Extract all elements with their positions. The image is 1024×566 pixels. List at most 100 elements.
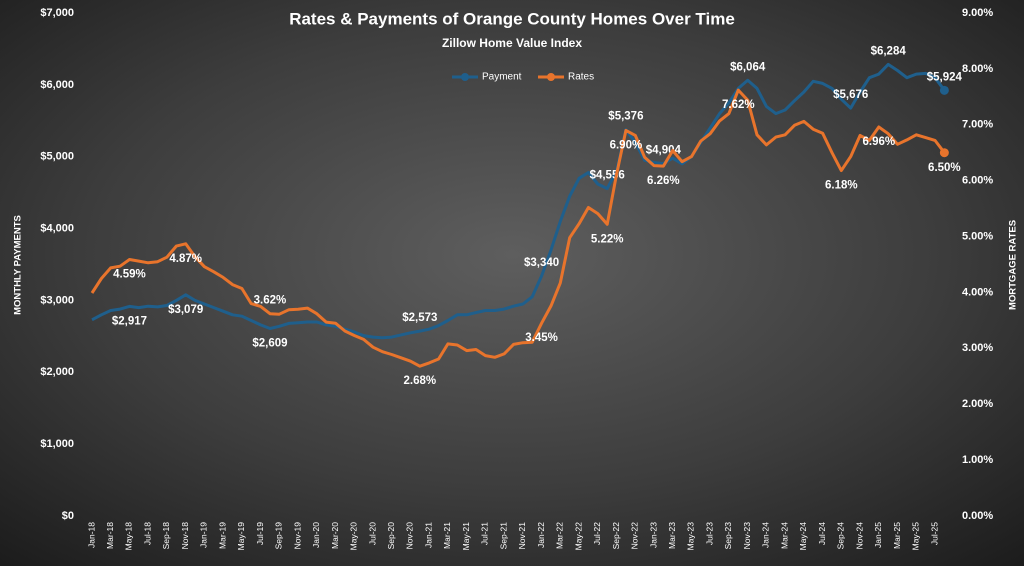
y2-tick-label: 5.00% [962, 230, 993, 242]
y-tick-label: $3,000 [40, 294, 74, 306]
data-label: $5,924 [927, 71, 963, 83]
x-tick-label: Mar-18 [105, 522, 115, 549]
data-label: 6.96% [862, 136, 895, 148]
data-label: $4,556 [590, 170, 625, 182]
y-tick-label: $6,000 [40, 79, 74, 91]
y2-tick-label: 7.00% [962, 119, 993, 131]
x-tick-label: May-18 [124, 522, 134, 551]
legend-marker [461, 73, 469, 81]
y2-tick-label: 3.00% [962, 342, 993, 354]
data-label: 3.45% [525, 332, 558, 344]
data-label: 6.18% [825, 180, 858, 192]
x-tick-label: Jul-25 [929, 522, 939, 545]
x-tick-label: Mar-24 [779, 522, 789, 549]
x-tick-label: May-23 [686, 522, 696, 551]
x-tick-label: Mar-23 [667, 522, 677, 549]
x-tick-label: Nov-23 [742, 522, 752, 550]
x-tick-label: Jul-20 [367, 522, 377, 545]
data-label: $3,079 [168, 304, 203, 316]
data-label: 4.59% [113, 269, 146, 281]
x-tick-label: Nov-22 [630, 522, 640, 550]
data-label: $2,917 [112, 315, 147, 327]
x-tick-label: Jan-20 [311, 522, 321, 548]
x-tick-label: Jan-18 [86, 522, 96, 548]
x-tick-label: Jul-18 [142, 522, 152, 545]
legend-label: Rates [568, 72, 594, 83]
x-tick-label: Jan-19 [199, 522, 209, 548]
x-tick-label: Sep-19 [274, 522, 284, 550]
y2-tick-label: 8.00% [962, 63, 993, 75]
x-tick-label: Mar-22 [555, 522, 565, 549]
x-tick-label: Jan-22 [536, 522, 546, 548]
y2-tick-label: 0.00% [962, 510, 993, 522]
x-tick-label: Jan-23 [648, 522, 658, 548]
x-tick-label: May-20 [349, 522, 359, 551]
data-label: 2.68% [404, 375, 437, 387]
data-label: $5,376 [608, 111, 643, 123]
y2-tick-label: 6.00% [962, 175, 993, 187]
chart-title: Rates & Payments of Orange County Homes … [289, 9, 735, 28]
series-line [91, 62, 946, 340]
x-tick-label: Jul-21 [480, 522, 490, 545]
y-tick-label: $1,000 [40, 438, 74, 450]
data-label: $3,340 [524, 257, 559, 269]
x-tick-label: Nov-24 [854, 522, 864, 550]
x-tick-label: Sep-20 [386, 522, 396, 550]
y2-tick-label: 1.00% [962, 454, 993, 466]
x-tick-label: Mar-19 [217, 522, 227, 549]
x-tick-label: Jan-24 [761, 522, 771, 548]
data-label: 6.26% [647, 175, 680, 187]
x-tick-label: Sep-23 [723, 522, 733, 550]
x-tick-label: Mar-20 [330, 522, 340, 549]
end-marker [939, 85, 949, 95]
data-label: 5.22% [591, 233, 624, 245]
y-axis-title: MONTHLY PAYMENTS [13, 215, 24, 315]
x-tick-label: Jul-23 [704, 522, 714, 545]
y-tick-label: $2,000 [40, 366, 74, 378]
y-tick-label: $7,000 [40, 7, 74, 19]
legend-label: Payment [482, 72, 522, 83]
x-tick-label: Nov-19 [292, 522, 302, 550]
data-label: 3.62% [254, 295, 287, 307]
chart-subtitle: Zillow Home Value Index [442, 36, 582, 50]
x-tick-label: May-19 [236, 522, 246, 551]
x-tick-label: May-25 [911, 522, 921, 551]
legend-marker [547, 73, 555, 81]
data-label: $6,064 [730, 61, 766, 73]
x-tick-label: Mar-21 [442, 522, 452, 549]
x-tick-label: Sep-22 [611, 522, 621, 550]
y2-tick-label: 4.00% [962, 286, 993, 298]
y-tick-label: $5,000 [40, 151, 74, 163]
x-tick-label: Nov-20 [405, 522, 415, 550]
x-tick-label: May-22 [573, 522, 583, 551]
data-label: $2,573 [402, 312, 437, 324]
y-tick-label: $0 [62, 510, 74, 522]
data-label: 6.50% [928, 162, 961, 174]
x-tick-label: May-24 [798, 522, 808, 551]
x-tick-label: Sep-18 [161, 522, 171, 550]
data-label: 7.62% [722, 99, 755, 111]
x-tick-label: Sep-21 [498, 522, 508, 550]
x-tick-label: Jul-22 [592, 522, 602, 545]
x-tick-label: Mar-25 [892, 522, 902, 549]
end-marker [939, 148, 949, 158]
data-label: $5,676 [833, 89, 868, 101]
x-tick-label: Jul-24 [817, 522, 827, 545]
data-label: $4,904 [646, 145, 682, 157]
data-label: $6,284 [871, 45, 907, 57]
x-tick-label: May-21 [461, 522, 471, 551]
y2-tick-label: 9.00% [962, 7, 993, 19]
data-label: 6.90% [610, 139, 643, 151]
y2-tick-label: 2.00% [962, 398, 993, 410]
data-label: $2,609 [252, 338, 287, 350]
data-label: 4.87% [169, 253, 202, 265]
x-tick-label: Jan-25 [873, 522, 883, 548]
x-tick-label: Jan-21 [423, 522, 433, 548]
x-tick-label: Nov-21 [517, 522, 527, 550]
y-tick-label: $4,000 [40, 222, 74, 234]
x-tick-label: Sep-24 [836, 522, 846, 550]
y2-axis-title: MORTGAGE RATES [1008, 220, 1019, 310]
x-tick-label: Jul-19 [255, 522, 265, 545]
